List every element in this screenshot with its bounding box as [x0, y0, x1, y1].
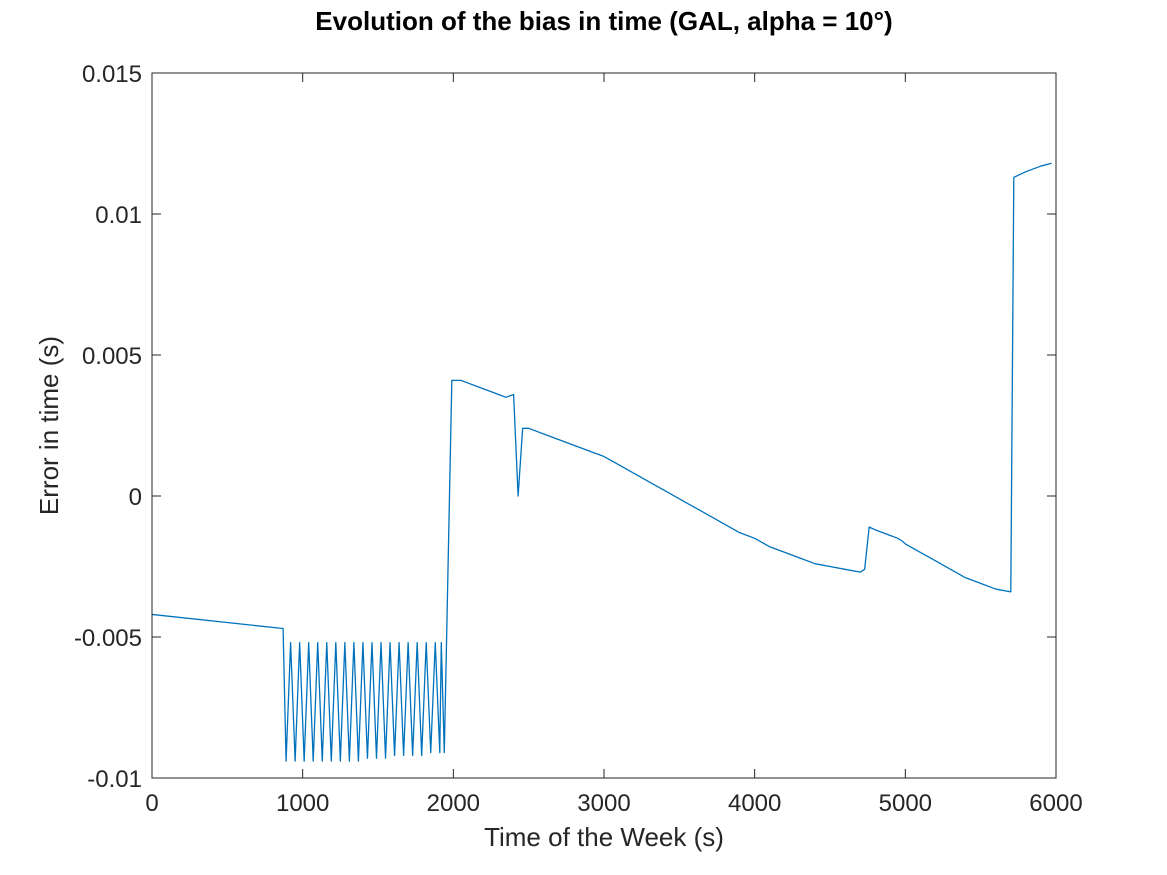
chart-title: Evolution of the bias in time (GAL, alph…	[315, 6, 892, 36]
y-axis-label: Error in time (s)	[34, 336, 64, 515]
plot-frame	[151, 72, 1057, 779]
x-axis-label: Time of the Week (s)	[484, 822, 724, 852]
y-tick-label: 0.005	[82, 343, 142, 370]
x-tick-label: 1000	[276, 790, 329, 817]
x-tick-label: 0	[145, 790, 158, 817]
y-tick-label: 0.015	[82, 61, 142, 88]
y-tick-label: 0	[129, 484, 142, 511]
ticks-layer	[151, 72, 1057, 779]
x-tick-label: 3000	[577, 790, 630, 817]
series-layer	[151, 162, 1052, 762]
tick-labels-layer: 0 1000 2000 3000 4000 5000 6000 -0.01 -0.005 0 0.0…	[74, 61, 1083, 817]
y-tick-label: -0.005	[74, 625, 142, 652]
y-tick-label: 0.01	[95, 202, 142, 229]
x-tick-label: 5000	[879, 790, 932, 817]
y-tick-label: -0.01	[87, 766, 142, 793]
series-line	[151, 162, 1052, 762]
x-tick-label: 6000	[1029, 790, 1082, 817]
x-tick-label: 2000	[427, 790, 480, 817]
x-tick-label: 4000	[728, 790, 781, 817]
